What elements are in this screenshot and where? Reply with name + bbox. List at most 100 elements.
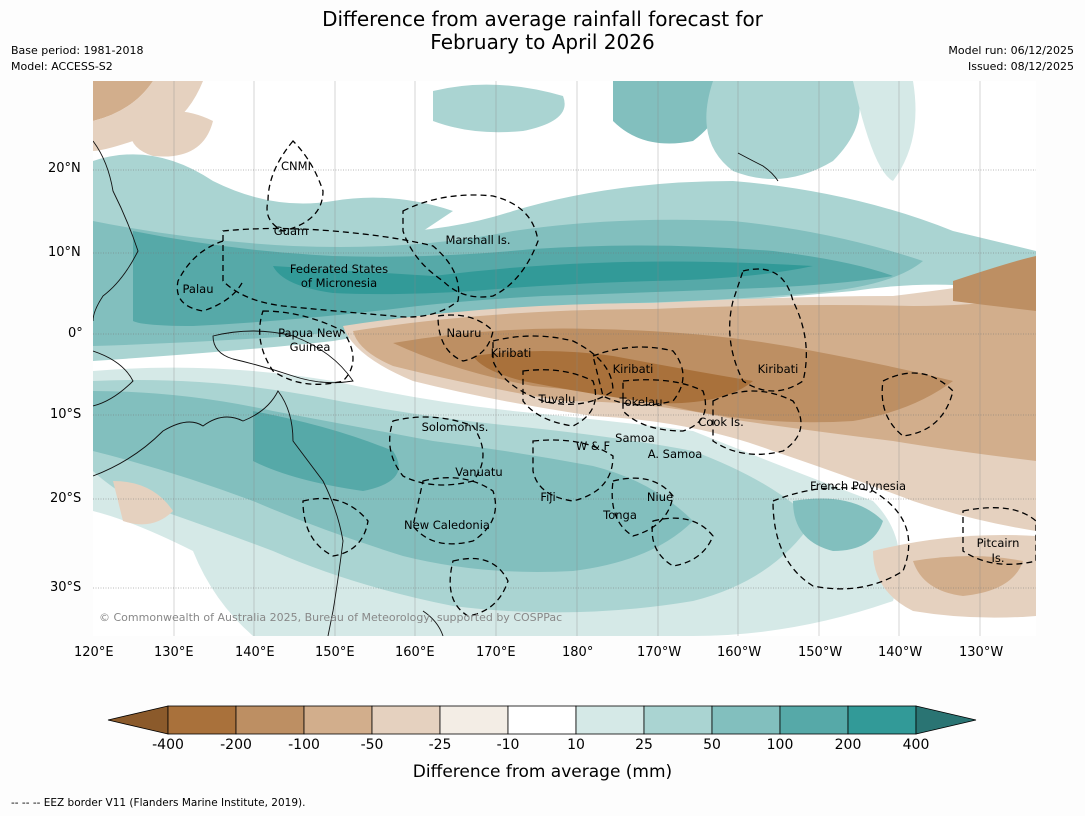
borneo-coastline	[93, 350, 134, 407]
lon-tick-label: 150°E	[315, 645, 355, 660]
region-label: Tonga	[602, 508, 637, 522]
copyright-text: © Commonwealth of Australia 2025, Bureau…	[99, 611, 562, 624]
australia-coastline	[93, 390, 344, 636]
coastlines	[93, 140, 779, 636]
dry-south-core	[913, 556, 1023, 596]
region-label: New Caledonia	[404, 518, 490, 532]
rainfall-map: CNMI Guam Marshall Is. Federated States …	[93, 81, 1036, 636]
colorbar-tick-label: 200	[834, 737, 862, 753]
region-label: Kiribati	[491, 346, 532, 360]
lon-tick-label: 140°E	[235, 645, 275, 660]
region-label: Palau	[183, 282, 214, 296]
colorbar-swatch	[167, 705, 237, 735]
region-label: Marshall Is.	[445, 233, 510, 247]
colorbar-swatch	[235, 705, 305, 735]
colorbar-swatch	[371, 705, 441, 735]
colorbar-tick-label: -25	[428, 737, 452, 753]
lon-tick-label: 180°	[562, 645, 594, 660]
lon-tick-label: 140°W	[878, 645, 923, 660]
wet-patch	[613, 81, 720, 144]
colorbar-tick-label: 25	[635, 737, 653, 753]
colorbar-swatch	[507, 705, 577, 735]
legend-title: Difference from average (mm)	[412, 762, 673, 782]
longitude-gridlines	[173, 81, 981, 636]
region-label: Tokelau	[619, 395, 663, 409]
region-label: Tuvalu	[538, 392, 576, 406]
region-label: of Micronesia	[301, 276, 377, 290]
region-label: Guam	[274, 224, 308, 238]
lon-tick-label: 130°E	[154, 645, 194, 660]
region-label: Is.	[991, 551, 1004, 565]
region-label: Guinea	[290, 340, 331, 354]
new-guinea-coastline	[212, 330, 354, 384]
region-label: French Polynesia	[810, 479, 906, 493]
new-zealand-coastline	[422, 610, 444, 636]
model-run-text: Model run: 06/12/2025	[948, 44, 1074, 57]
region-label: Samoa	[615, 431, 655, 445]
colorbar-swatch	[439, 705, 509, 735]
colorbar-swatch	[711, 705, 781, 735]
colorbar-tick-label: 10	[567, 737, 585, 753]
wet-south-core	[253, 411, 399, 491]
philippines-coastline	[93, 140, 139, 322]
eez-note: -- -- -- EEZ border V11 (Flanders Marine…	[11, 797, 306, 809]
base-period-text: Base period: 1981-2018	[11, 44, 144, 57]
wet-patch	[433, 84, 565, 133]
wet-south-inner	[93, 391, 693, 572]
lon-tick-label: 170°W	[637, 645, 682, 660]
region-label: Niue	[647, 490, 673, 504]
model-text: Model: ACCESS-S2	[11, 60, 113, 73]
dry-patch	[93, 81, 153, 121]
region-label: Vanuatu	[455, 465, 502, 479]
hawaii-coastline	[737, 152, 779, 182]
eez-borders	[176, 140, 1036, 617]
lon-tick-label: 120°E	[74, 645, 114, 660]
map-title-line2: February to April 2026	[430, 30, 655, 54]
region-label: Fiji	[540, 490, 555, 504]
colorbar-swatch	[303, 705, 373, 735]
map-title-line1: Difference from average rainfall forecas…	[322, 7, 763, 31]
region-label: Solomon Is.	[422, 420, 489, 434]
dry-patch	[130, 111, 213, 157]
wet-patch	[706, 81, 860, 179]
lon-tick-label: 130°W	[959, 645, 1004, 660]
colorbar-extend-high	[915, 705, 977, 735]
colorbar-swatch	[643, 705, 713, 735]
dry-band-core	[473, 351, 753, 404]
region-label: Federated States	[290, 262, 388, 276]
lon-tick-label: 160°W	[717, 645, 762, 660]
region-labels: CNMI Guam Marshall Is. Federated States …	[183, 159, 1020, 565]
lat-tick-label: 0°	[68, 326, 83, 341]
colorbar-swatch	[779, 705, 849, 735]
colorbar-tick-label: 100	[766, 737, 794, 753]
lat-tick-label: 10°S	[50, 407, 82, 422]
colorbar-tick-label: -50	[360, 737, 384, 753]
region-label: Cook Is.	[698, 415, 743, 429]
colorbar-tick-label: 400	[902, 737, 930, 753]
region-label: Kiribati	[758, 362, 799, 376]
region-label: Kiribati	[613, 362, 654, 376]
lat-tick-label: 10°N	[48, 245, 81, 260]
region-label: Papua New	[278, 326, 342, 340]
colorbar-swatch	[847, 705, 917, 735]
wet-south-patch	[793, 498, 883, 551]
colorbar	[107, 705, 977, 735]
region-label: Nauru	[447, 326, 482, 340]
lon-tick-label: 160°E	[395, 645, 435, 660]
dry-south-west	[113, 481, 173, 525]
colorbar-extend-low	[107, 705, 169, 735]
latitude-gridlines	[93, 169, 1036, 589]
lon-tick-label: 170°E	[476, 645, 516, 660]
dry-band-east	[953, 256, 1036, 311]
colorbar-tick-label: -200	[220, 737, 252, 753]
lat-tick-label: 20°S	[50, 491, 82, 506]
colorbar-tick-label: -100	[288, 737, 320, 753]
lat-tick-label: 20°N	[48, 161, 81, 176]
region-label: A. Samoa	[648, 447, 703, 461]
wet-patch	[853, 81, 916, 181]
colorbar-tick-label: -400	[152, 737, 184, 753]
lat-tick-label: 30°S	[50, 580, 82, 595]
colorbar-tick-label: -10	[496, 737, 520, 753]
colorbar-swatch	[575, 705, 645, 735]
wet-band-core	[273, 261, 813, 295]
